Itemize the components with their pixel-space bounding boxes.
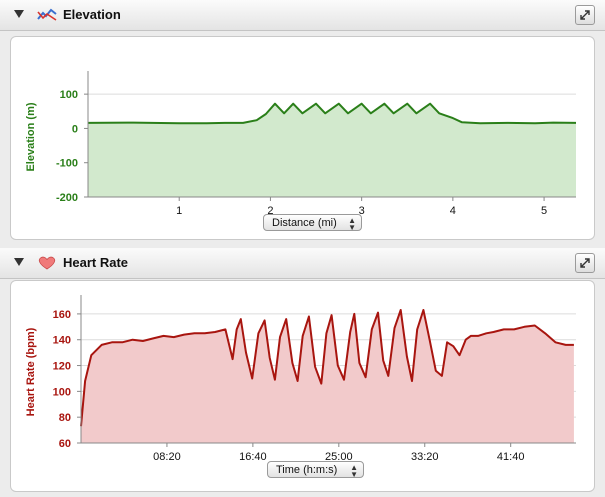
time-unit-select[interactable]: Time (h:m:s) ▲ ▼ [267,461,364,479]
elevation-header: Elevation [0,0,605,31]
y-tick-label: -200 [56,192,78,204]
elevation-icon [37,8,57,21]
collapse-triangle-icon[interactable] [14,258,24,266]
elevation-title: Elevation [63,7,121,22]
x-tick-label: 5 [541,205,547,217]
select-arrows-icon: ▲ ▼ [348,216,356,232]
elevation-chart: 100 0 -100 -200 1 2 3 4 5 Elevation (m) [25,71,577,217]
y-tick-label: 100 [60,89,78,101]
heart-rate-header: Heart Rate [0,248,605,279]
select-arrows-icon: ▲ ▼ [350,463,358,479]
expand-icon [580,258,590,268]
x-tick-label: 25:00 [325,451,353,463]
area-fill [88,103,576,197]
distance-select-label: Distance (mi) [272,217,337,229]
elevation-m-axis-label: Elevation (m) [25,102,37,171]
y-tick-label: 60 [59,438,71,450]
y-tick-label: 120 [53,361,71,373]
x-tick-label: 41:40 [497,451,525,463]
series-line [87,102,577,125]
x-tick-label: 08:20 [153,451,181,463]
y-tick-label: 0 [72,123,78,135]
y-tick-label: 100 [53,386,71,398]
heart-rate-panel: Heart Rate 160 140 120 100 80 60 08:20 16:40 25:… [0,248,605,497]
heart-icon [38,256,56,270]
x-tick-label: 33:20 [411,451,439,463]
x-tick-label: 16:40 [239,451,267,463]
heart-rate-title: Heart Rate [63,255,129,270]
x-tick-label: 4 [450,205,456,217]
heart-rate-bpm-axis-label: Heart Rate (bpm) [25,327,37,416]
expand-button[interactable] [575,5,595,25]
expand-button[interactable] [575,253,595,273]
area-fill [81,310,574,443]
collapse-triangle-icon[interactable] [14,10,24,18]
y-tick-label: 80 [59,412,71,424]
x-tick-label: 2 [267,205,273,217]
expand-icon [580,10,590,20]
y-tick-label: 140 [53,335,71,347]
x-tick-label: 1 [176,205,182,217]
elevation-panel: Elevation 100 0 -100 -200 1 2 3 4 5 Elevation (m)… [0,0,605,246]
time-select-label: Time (h:m:s) [276,464,338,476]
x-tick-label: 3 [359,205,365,217]
heart-rate-chart-card: 160 140 120 100 80 60 08:20 16:40 25:00 33:20 41:4… [10,280,595,492]
y-tick-label: -100 [56,158,78,170]
y-tick-label: 160 [53,309,71,321]
series-line [80,309,574,427]
distance-unit-select[interactable]: Distance (mi) ▲ ▼ [263,214,362,232]
heart-rate-chart: 160 140 120 100 80 60 08:20 16:40 25:00 33:20 41:4… [25,295,576,463]
elevation-chart-card: 100 0 -100 -200 1 2 3 4 5 Elevation (m) Distance … [10,36,595,240]
